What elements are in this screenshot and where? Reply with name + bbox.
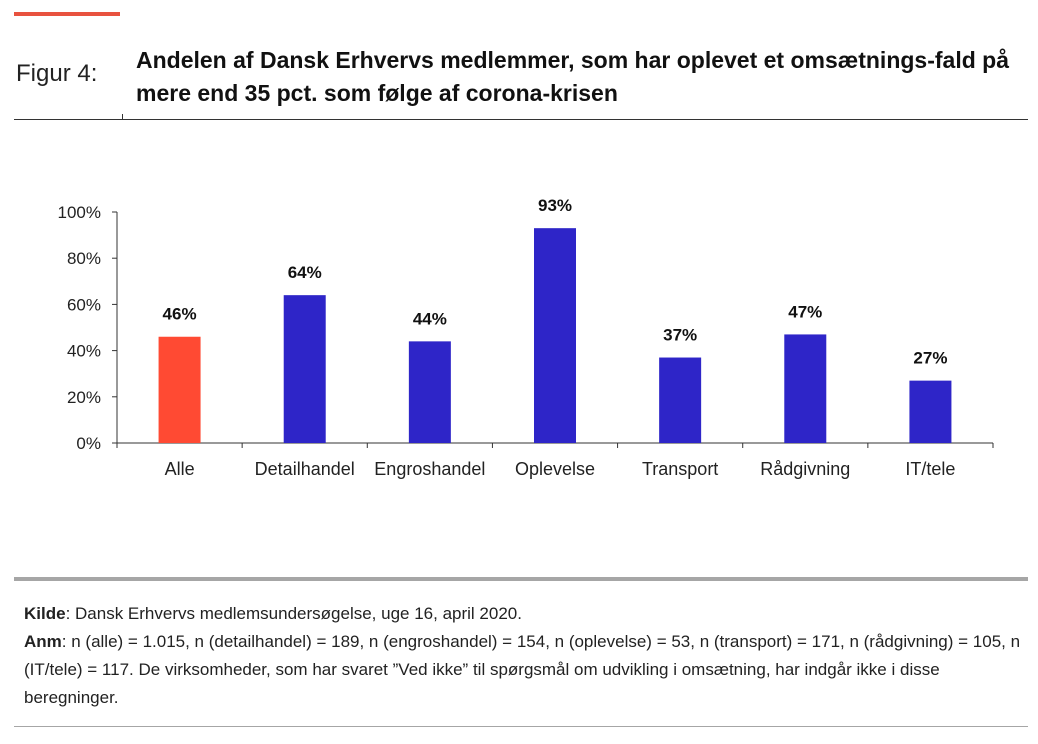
data-label: 46%	[163, 305, 197, 324]
source-text: : Dansk Erhvervs medlemsundersøgelse, ug…	[65, 604, 522, 623]
title-divider	[14, 119, 1028, 120]
figure-label: Figur 4:	[16, 60, 98, 87]
bar-3	[534, 228, 576, 443]
source-line: Kilde: Dansk Erhvervs medlemsundersøgels…	[24, 600, 1024, 628]
bar-4	[659, 357, 702, 443]
bar-6	[909, 380, 952, 443]
y-tick-label: 100%	[58, 203, 101, 222]
y-tick-label: 40%	[67, 342, 101, 361]
data-label: 47%	[788, 302, 822, 321]
category-label: Alle	[165, 459, 195, 479]
notes-block: Kilde: Dansk Erhvervs medlemsundersøgels…	[24, 600, 1024, 712]
chart-axes: 0% 20% 40% 60% 80% 100%	[58, 203, 994, 453]
category-label: Rådgivning	[760, 459, 850, 479]
category-label: Oplevelse	[515, 459, 595, 479]
note-label: Anm	[24, 632, 62, 651]
bottom-divider	[14, 726, 1028, 727]
data-label: 27%	[913, 349, 947, 368]
category-label: Transport	[642, 459, 718, 479]
y-tick-label: 80%	[67, 249, 101, 268]
bar-2	[408, 341, 451, 443]
category-label: IT/tele	[905, 459, 955, 479]
data-label: 37%	[663, 326, 697, 345]
accent-bar	[14, 12, 120, 16]
bar-5	[784, 334, 827, 443]
note-text: : n (alle) = 1.015, n (detailhandel) = 1…	[24, 632, 1021, 707]
chart-bars	[158, 228, 952, 443]
bar-chart: 0% 20% 40% 60% 80% 100% 46% Alle 64% Detailhande…	[58, 196, 994, 479]
footer-divider	[14, 577, 1028, 581]
figure-title: Andelen af Dansk Erhvervs medlemmer, som…	[136, 47, 1009, 106]
bar-0	[158, 336, 201, 443]
data-label: 93%	[538, 196, 572, 215]
category-label: Engroshandel	[374, 459, 485, 479]
data-label: 64%	[288, 263, 322, 282]
y-tick-label: 60%	[67, 295, 101, 314]
y-tick-label: 0%	[76, 434, 101, 453]
y-tick-label: 20%	[67, 388, 101, 407]
title-divider-tick	[122, 114, 123, 120]
chart-labels: 46% Alle 64% Detailhandel 44% Engroshandel 93%…	[163, 196, 956, 479]
note-line: Anm: n (alle) = 1.015, n (detailhandel) …	[24, 628, 1024, 712]
bar-1	[283, 295, 326, 443]
category-label: Detailhandel	[255, 459, 355, 479]
source-label: Kilde	[24, 604, 66, 623]
data-label: 44%	[413, 309, 447, 328]
